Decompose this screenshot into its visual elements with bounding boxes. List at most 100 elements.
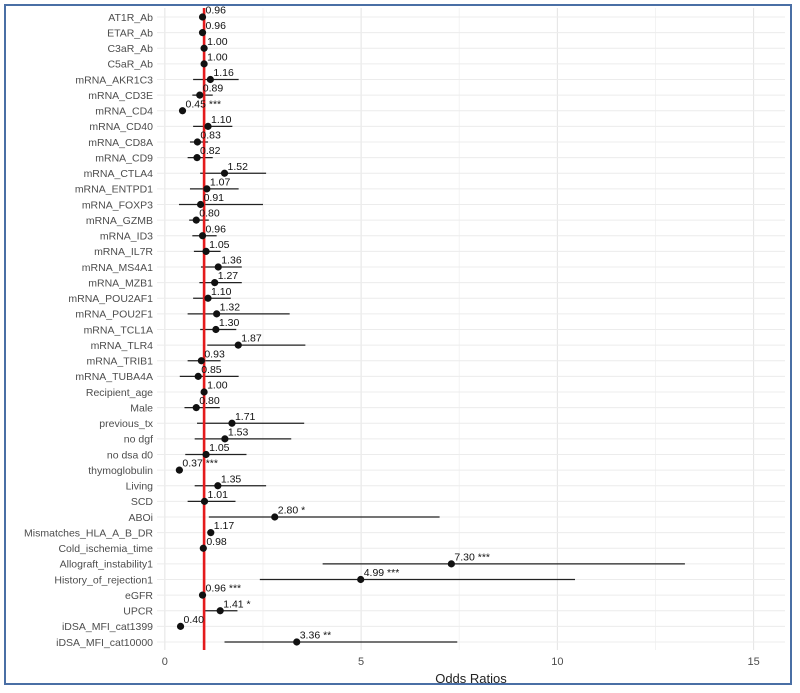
y-tick-label: mRNA_CD40 xyxy=(89,121,153,133)
value-label: 0.96 xyxy=(206,223,227,235)
y-tick-label: mRNA_CTLA4 xyxy=(84,168,154,180)
point-estimate xyxy=(198,29,207,37)
x-tick-label: 0 xyxy=(162,656,168,668)
y-tick-label: eGFR xyxy=(125,590,153,602)
value-label: 0.80 xyxy=(199,395,220,407)
y-tick-label: thymoglobulin xyxy=(88,465,153,477)
value-label: 2.80 * xyxy=(278,505,305,517)
value-label: 1.17 xyxy=(214,520,235,532)
point-estimate xyxy=(213,310,221,318)
point-estimate xyxy=(221,435,229,443)
point-estimate xyxy=(203,185,211,193)
y-tick-label: mRNA_TCL1A xyxy=(84,324,153,336)
x-axis-title: Odds Ratios xyxy=(435,671,507,686)
value-label: 1.87 xyxy=(241,333,262,345)
y-tick-label: mRNA_POU2F1 xyxy=(75,309,153,321)
value-label: 1.27 xyxy=(218,270,239,282)
y-tick-label: mRNA_POU2AF1 xyxy=(68,293,153,305)
y-tick-label: Recipient_age xyxy=(86,387,153,399)
point-estimate xyxy=(199,544,207,552)
x-tick-label: 15 xyxy=(747,656,759,668)
point-estimate xyxy=(198,591,207,599)
value-label: 1.00 xyxy=(207,380,228,392)
y-tick-label: mRNA_FOXP3 xyxy=(82,199,153,211)
point-estimate xyxy=(234,341,242,349)
y-tick-label: mRNA_TUBA4A xyxy=(75,371,153,383)
point-estimate xyxy=(228,419,236,427)
y-tick-label: UPCR xyxy=(123,606,153,618)
y-tick-label: mRNA_CD4 xyxy=(95,106,153,118)
point-estimate xyxy=(192,216,200,224)
y-tick-label: History_of_rejection1 xyxy=(54,574,153,586)
x-tick-label: 5 xyxy=(358,656,364,668)
y-tick-label: mRNA_MS4A1 xyxy=(82,262,153,274)
y-tick-label: iDSA_MFI_cat1399 xyxy=(62,621,153,633)
point-estimate xyxy=(204,294,212,302)
x-tick-label: 10 xyxy=(551,656,563,668)
point-estimate xyxy=(202,450,210,459)
y-tick-label: Mismatches_HLA_A_B_DR xyxy=(24,527,153,539)
point-estimate xyxy=(214,263,222,271)
value-label: 1.41 * xyxy=(223,598,250,610)
point-estimate xyxy=(206,75,214,84)
y-tick-label: mRNA_CD9 xyxy=(95,152,153,164)
value-label: 1.07 xyxy=(210,176,231,188)
x-axis-ticks: 0 5 10 15 xyxy=(162,656,760,668)
y-tick-label: Cold_ischemia_time xyxy=(58,543,153,555)
y-axis-labels: AT1R_Ab ETAR_Ab C3aR_Ab C5aR_Ab mRNA_AKR1C3m… xyxy=(24,12,154,649)
value-label: 0.96 xyxy=(206,20,227,32)
y-tick-label: Male xyxy=(130,402,153,414)
point-estimate xyxy=(192,404,200,412)
point-estimate xyxy=(178,107,187,115)
y-tick-label: mRNA_MZB1 xyxy=(88,277,153,289)
point-estimate xyxy=(357,575,365,584)
value-label: 0.83 xyxy=(200,130,221,142)
point-estimate xyxy=(176,622,185,630)
point-estimates xyxy=(175,13,455,646)
y-tick-label: previous_tx xyxy=(99,418,153,430)
value-label: 1.05 xyxy=(209,239,230,251)
point-estimate xyxy=(271,513,279,521)
value-label: 1.00 xyxy=(207,36,228,48)
y-tick-label: C5aR_Ab xyxy=(107,59,153,71)
y-tick-label: mRNA_CD8A xyxy=(88,137,153,149)
value-label: 0.82 xyxy=(200,145,221,157)
value-label: 0.89 xyxy=(203,83,224,95)
y-tick-label: mRNA_IL7R xyxy=(94,246,153,258)
point-estimate xyxy=(200,388,208,396)
y-tick-label: mRNA_AKR1C3 xyxy=(75,74,153,86)
y-tick-label: C3aR_Ab xyxy=(107,43,153,55)
point-estimate xyxy=(212,325,220,334)
y-tick-label: mRNA_TRIB1 xyxy=(86,356,153,368)
point-estimate xyxy=(193,154,201,162)
value-label: 1.01 xyxy=(207,489,228,501)
value-label: 1.52 xyxy=(228,161,249,173)
y-tick-label: Allograft_instability1 xyxy=(60,559,154,571)
y-tick-label: Living xyxy=(126,481,154,493)
y-tick-label: no dgf xyxy=(124,434,153,446)
point-estimate xyxy=(447,560,455,568)
point-estimate xyxy=(197,357,205,365)
point-estimate xyxy=(198,232,207,240)
point-estimate xyxy=(194,372,202,380)
y-tick-label: mRNA_ENTPD1 xyxy=(75,184,153,196)
value-label: 1.30 xyxy=(219,317,240,329)
value-label: 0.80 xyxy=(199,208,220,220)
value-label: 0.40 xyxy=(184,614,205,626)
value-label: 1.71 xyxy=(235,411,256,423)
y-tick-label: mRNA_ID3 xyxy=(100,231,153,243)
point-estimate xyxy=(216,607,224,615)
grid-lines xyxy=(157,8,785,650)
point-estimate xyxy=(214,482,222,490)
value-label: 1.32 xyxy=(220,301,241,313)
y-tick-label: mRNA_GZMB xyxy=(86,215,153,227)
value-label: 1.36 xyxy=(221,255,242,267)
y-tick-label: mRNA_CD3E xyxy=(88,90,153,102)
y-tick-label: mRNA_TLR4 xyxy=(91,340,154,352)
value-label: 1.10 xyxy=(211,114,232,126)
y-tick-label: iDSA_MFI_cat10000 xyxy=(56,637,153,649)
point-estimate xyxy=(198,13,207,21)
point-estimate xyxy=(193,138,202,146)
value-label: 0.96 xyxy=(206,5,227,17)
point-estimate xyxy=(200,44,208,52)
